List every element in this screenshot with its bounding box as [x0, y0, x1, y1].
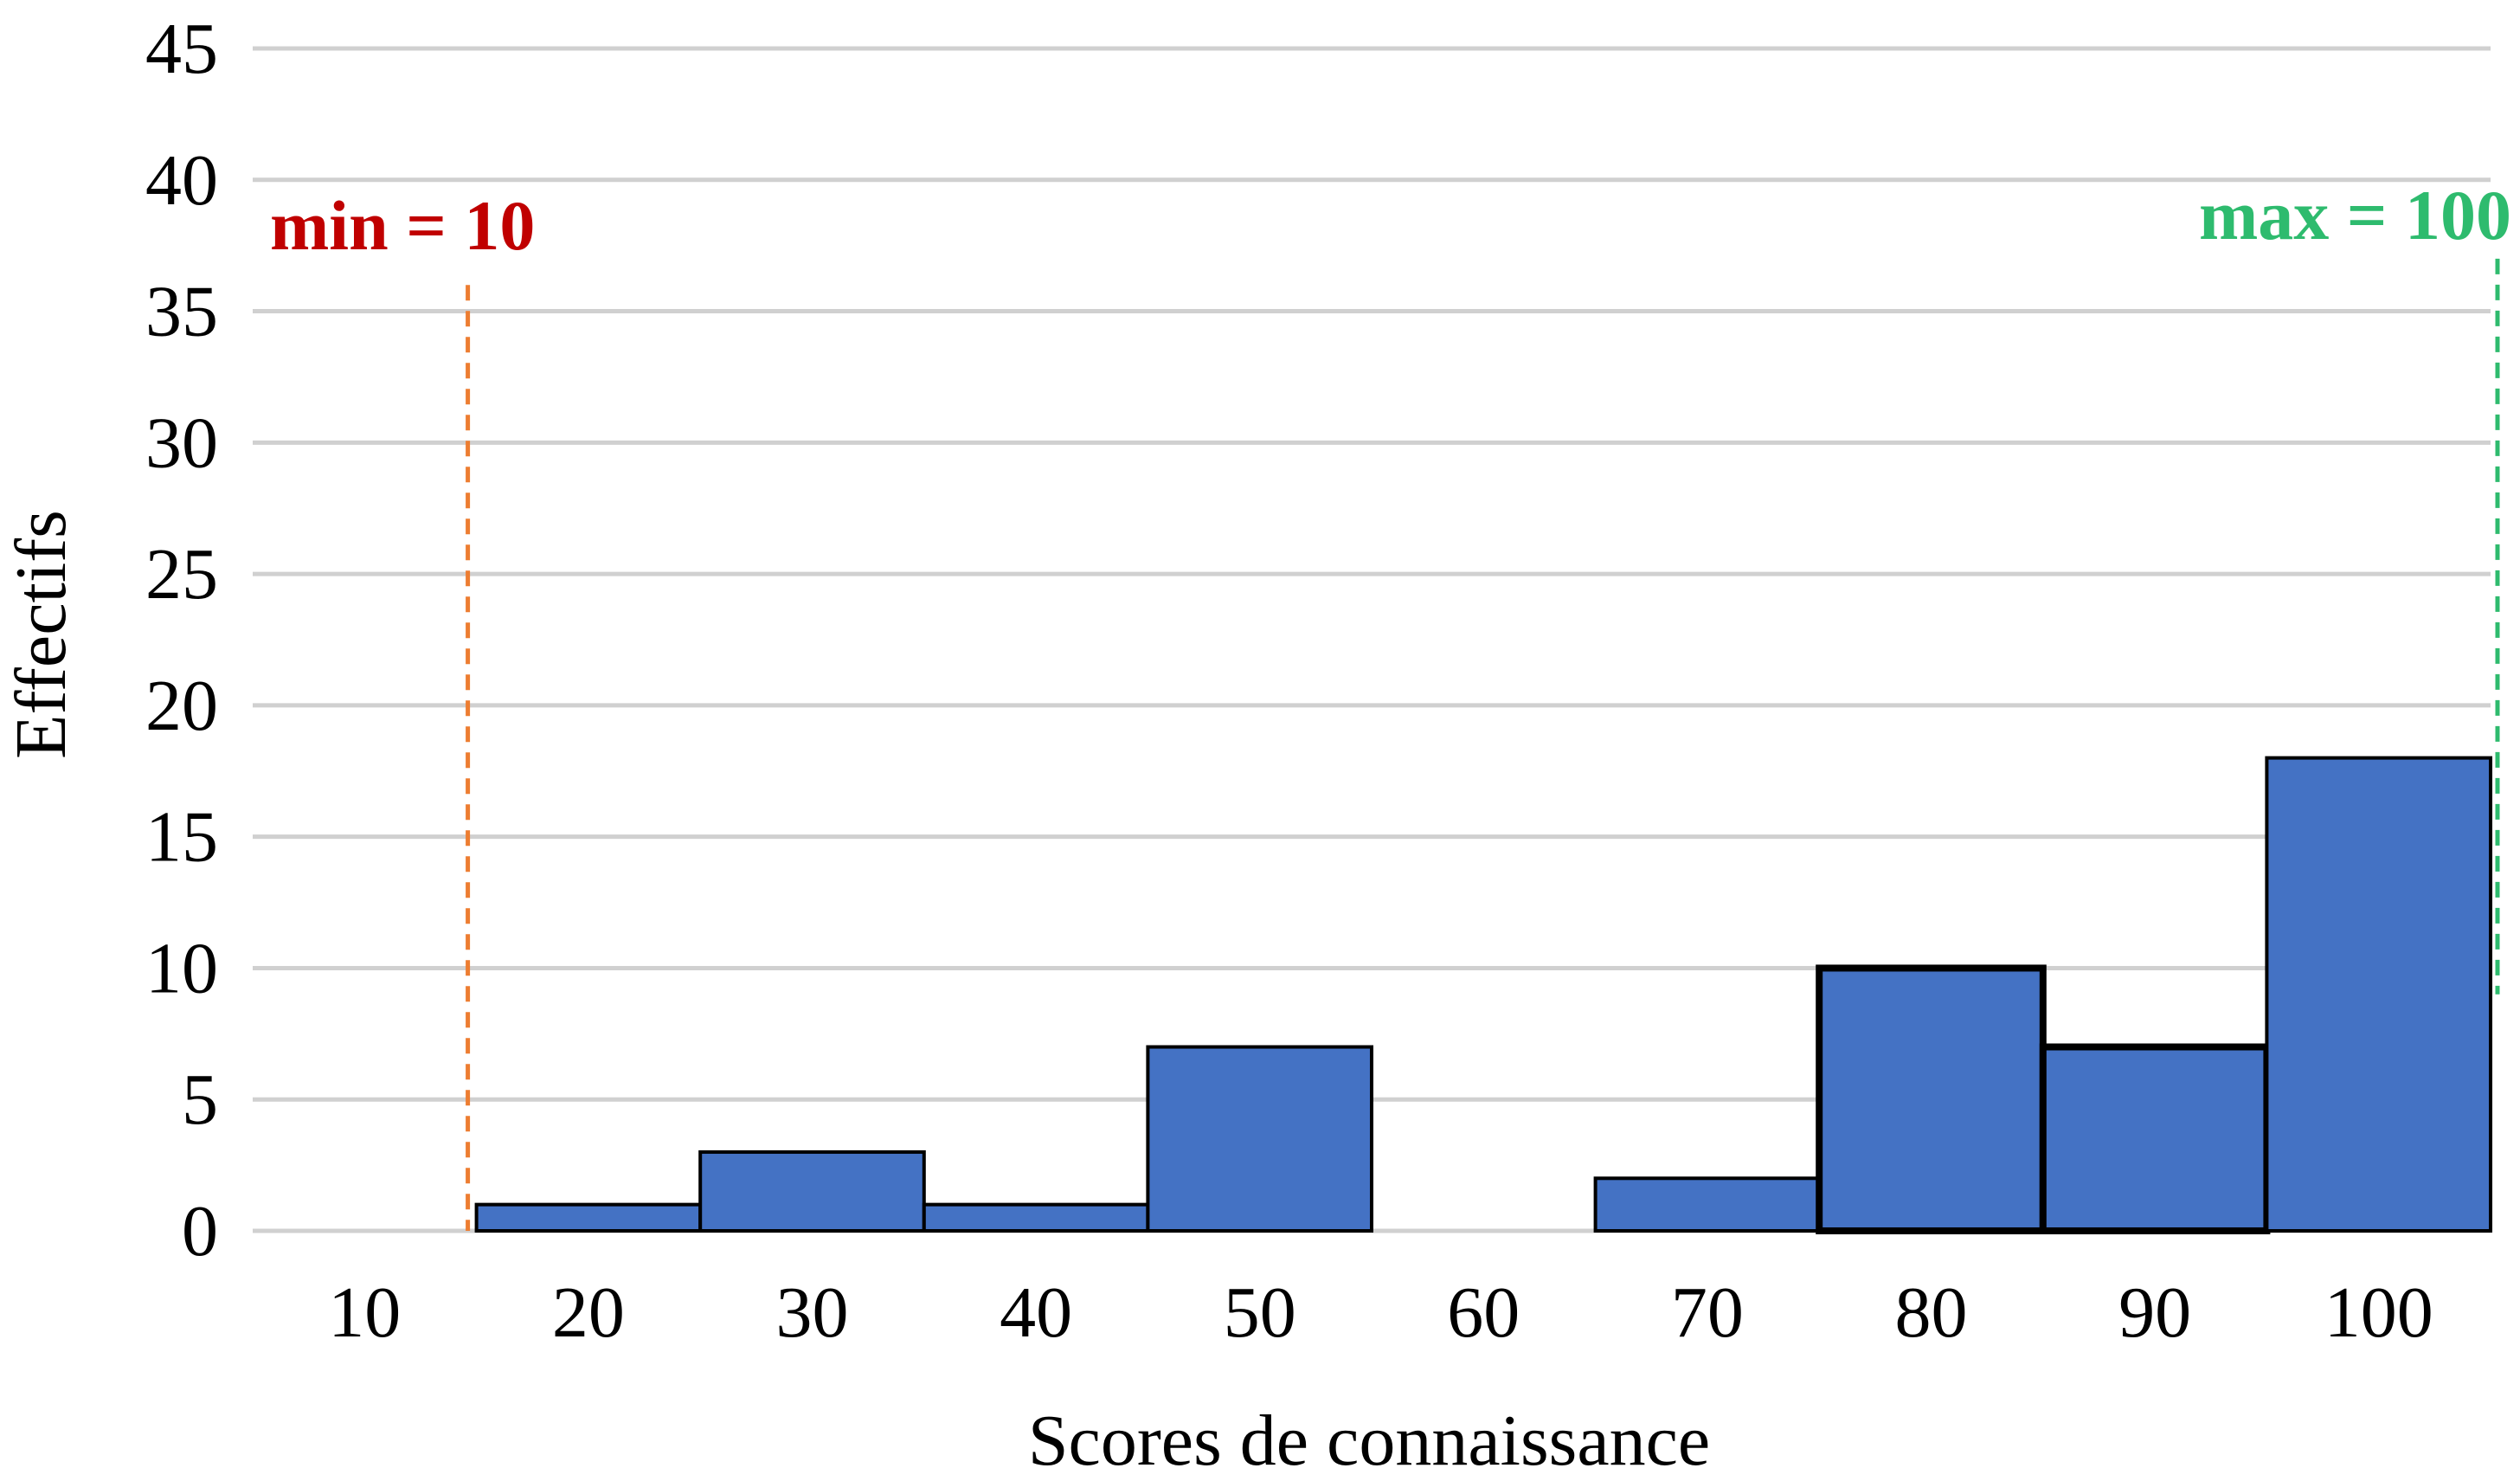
bar-90 — [2039, 1043, 2271, 1234]
annotations: min = 10 max = 100 — [270, 176, 2511, 265]
y-tick-label: 35 — [145, 272, 218, 352]
bar-80 — [1816, 964, 2047, 1234]
grid-lines — [253, 46, 2491, 1233]
marker-label-min: min = 10 — [270, 186, 535, 265]
bar-20 — [474, 1202, 703, 1233]
x-tick-label: 80 — [1895, 1272, 1968, 1353]
marker-lines — [466, 258, 2500, 1231]
y-tick-label: 15 — [145, 797, 218, 878]
y-tick-label: 20 — [145, 666, 218, 746]
bar-100 — [2265, 756, 2492, 1233]
y-tick-labels: 0 5 10 15 20 25 30 35 40 45 — [145, 9, 218, 1272]
x-tick-labels: 10 20 30 40 50 60 70 80 90 100 — [328, 1272, 2433, 1353]
bar-40 — [922, 1202, 1150, 1233]
y-tick-label: 25 — [145, 534, 218, 615]
y-axis-title: Effectifs — [1, 510, 81, 759]
y-tick-label: 30 — [145, 402, 218, 483]
y-tick-label: 40 — [145, 140, 218, 221]
bars — [474, 756, 2492, 1234]
marker-label-max: max = 100 — [2199, 176, 2511, 254]
y-tick-label: 5 — [182, 1059, 218, 1140]
y-tick-label: 10 — [145, 928, 218, 1008]
x-tick-label: 90 — [2118, 1272, 2191, 1353]
x-tick-label: 40 — [1000, 1272, 1072, 1353]
bar-30 — [698, 1149, 926, 1233]
x-tick-label: 60 — [1447, 1272, 1520, 1353]
x-tick-label: 50 — [1224, 1272, 1296, 1353]
y-tick-label: 0 — [182, 1191, 218, 1272]
x-tick-label: 20 — [552, 1272, 625, 1353]
bar-70 — [1593, 1176, 1822, 1233]
y-tick-label: 45 — [145, 9, 218, 89]
x-tick-label: 70 — [1671, 1272, 1744, 1353]
bar-50 — [1146, 1045, 1374, 1233]
x-tick-label: 100 — [2324, 1272, 2433, 1353]
x-tick-label: 10 — [328, 1272, 401, 1353]
x-axis-title: Scores de connaissance — [1028, 1401, 1710, 1477]
x-tick-label: 30 — [776, 1272, 849, 1353]
